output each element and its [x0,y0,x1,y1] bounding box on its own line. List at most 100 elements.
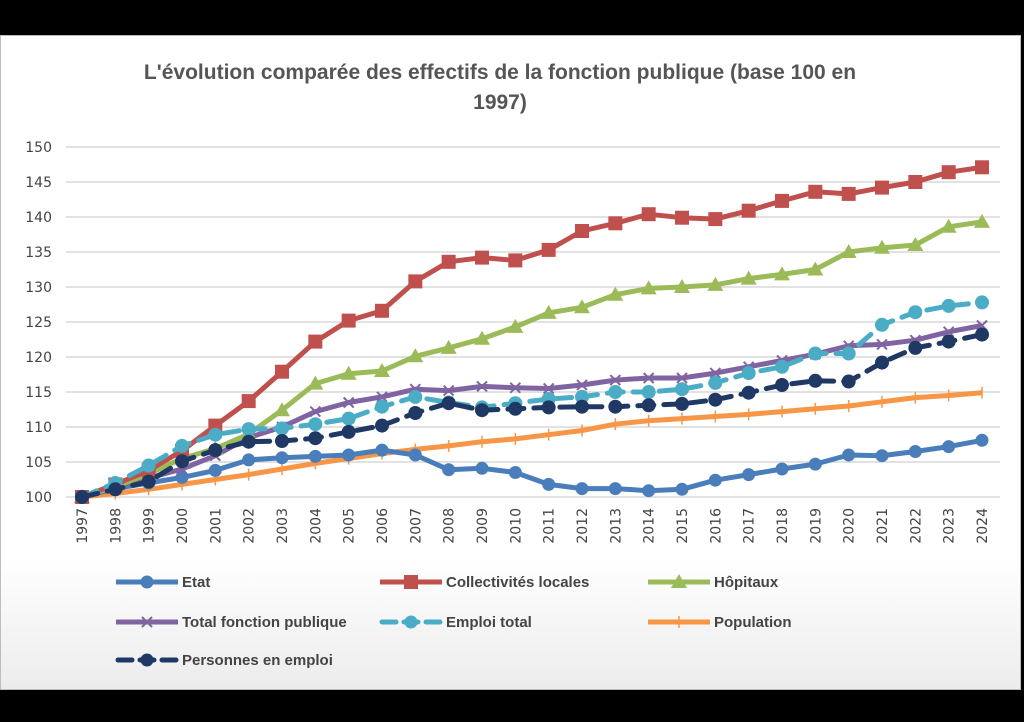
data-point [874,239,890,254]
data-point [641,207,656,222]
data-point [741,203,756,218]
data-point [608,385,623,399]
data-point [608,399,623,414]
chart-title-line-1: L'évolution comparée des effectifs de la… [143,61,857,84]
legend-item[interactable]: Hôpitaux [648,574,779,591]
data-point [441,396,456,411]
legend-label: Hôpitaux [714,574,779,591]
data-point [941,298,956,313]
data-point [476,380,488,393]
data-point [808,457,822,471]
data-point [708,473,722,487]
data-point [275,434,289,448]
data-point [309,405,322,418]
data-point [875,180,889,195]
data-point [140,653,154,667]
data-point [608,216,623,231]
data-point [442,384,455,397]
legend: Etat Collectivités locales Hôpitaux Total f… [115,574,792,669]
series-h-pitaux [74,213,990,503]
x-tick-label: 2004 [308,508,324,544]
x-tick-label: 1999 [142,508,158,544]
data-point [408,389,423,404]
y-tick-label: 150 [25,140,52,156]
data-point [475,403,489,418]
data-point [241,394,256,409]
legend-item[interactable]: Population [648,614,792,631]
data-point [404,615,418,629]
series-line [81,164,983,500]
legend-label: Personnes en emploi [182,652,333,669]
data-point [642,484,656,498]
series-collectivit-s-locales [75,160,989,504]
x-tick-label: 2002 [242,508,258,544]
data-point [542,477,556,491]
data-point [742,468,756,482]
data-point [841,374,856,389]
data-point [341,313,356,328]
data-point [404,575,418,589]
data-point [275,421,289,436]
data-point [241,434,256,449]
data-point [942,326,955,338]
y-tick-label: 135 [25,245,52,261]
legend-item[interactable]: Personnes en emploi [115,652,333,669]
x-tick-label: 2016 [708,508,724,544]
x-tick-label: 2003 [275,508,291,544]
data-point [140,575,154,589]
data-point [709,367,722,379]
x-tick-label: 2000 [175,508,191,544]
data-point [671,574,687,588]
x-tick-label: 2024 [975,508,991,544]
data-point [108,482,123,497]
y-tick-label: 115 [25,385,52,401]
x-tick-label: 2006 [375,508,391,544]
data-point [775,462,789,476]
data-point [640,280,657,295]
data-point [676,372,688,384]
data-point [775,378,789,392]
data-point [141,458,156,473]
data-point [208,463,222,477]
x-tick-label: 2014 [642,508,658,544]
data-point [908,175,923,189]
data-point [708,212,723,227]
y-tick-label: 105 [25,455,52,471]
legend-item[interactable]: Etat [116,574,210,591]
data-point [842,448,856,462]
data-point [442,463,456,477]
data-point [407,348,424,363]
x-tick-label: 2019 [808,508,824,544]
data-point [575,482,589,496]
data-point [474,330,490,345]
series-line [79,299,985,500]
data-point [408,274,423,289]
x-tick-label: 2021 [875,508,891,544]
legend-item[interactable]: Emploi total [379,614,532,631]
data-point [675,482,689,496]
series-line [81,437,983,500]
data-point [475,461,489,475]
data-point [574,299,590,314]
chart-title: L'évolution comparée des effectifs de la… [60,58,940,118]
data-point [475,250,489,265]
legend-item[interactable]: Collectivités locales [380,574,589,591]
legend-label: Emploi total [446,614,532,631]
y-tick-label: 100 [25,490,52,506]
data-point [708,392,723,407]
data-point [607,286,624,301]
x-tick-label: 2010 [508,508,524,544]
data-point [875,355,889,370]
data-point [908,445,922,458]
y-tick-label: 130 [25,280,52,296]
data-point [675,210,689,225]
chart-title-line-2: 1997) [473,91,527,114]
data-point [308,449,322,463]
legend-item[interactable]: Total fonction publique [116,614,347,631]
data-point [876,338,888,351]
data-point [275,451,289,465]
data-point [708,375,723,390]
data-point [841,186,856,201]
x-tick-label: 2018 [775,508,791,544]
